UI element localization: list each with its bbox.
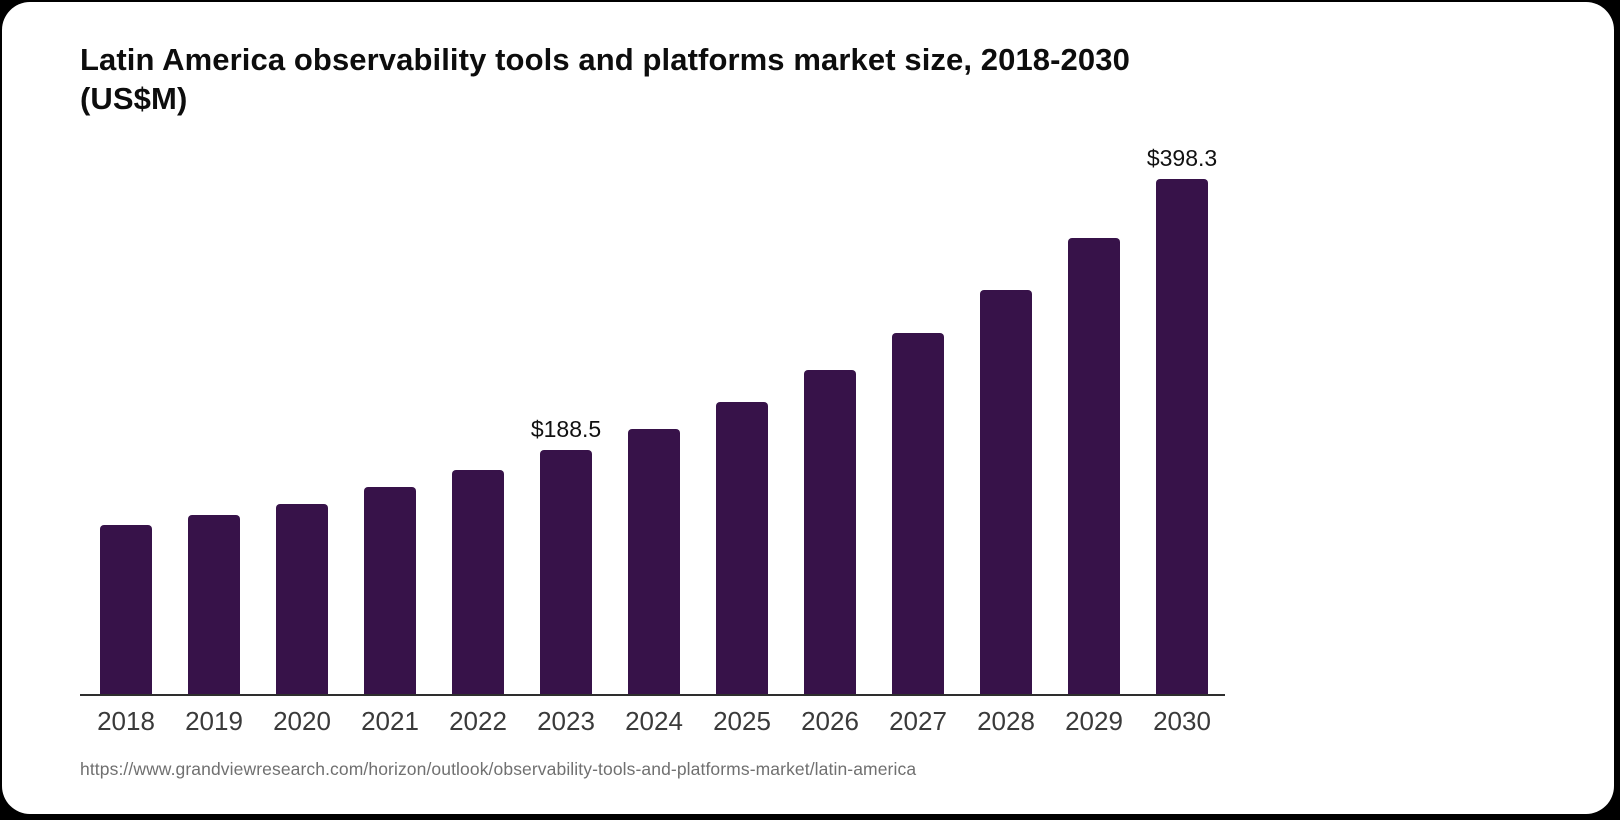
bar-2024 [628, 429, 680, 694]
bar-2028 [980, 290, 1032, 694]
x-tick-2019: 2019 [185, 706, 243, 736]
x-tick-2027: 2027 [889, 706, 947, 736]
x-tick-2018: 2018 [97, 706, 155, 736]
x-tick-2025: 2025 [713, 706, 771, 736]
x-tick-2021: 2021 [361, 706, 419, 736]
bar-2023 [540, 450, 592, 694]
bar-2021 [364, 487, 416, 694]
bar-2025 [716, 402, 768, 694]
bar-2026 [804, 370, 856, 694]
bar-column-2023: $188.5 [531, 416, 601, 694]
bar-column-2020 [276, 504, 328, 694]
value-label-2030: $398.3 [1146, 145, 1218, 171]
x-tick-2026: 2026 [801, 706, 859, 736]
bar-column-2024 [628, 429, 680, 694]
chart-content: Latin America observability tools and pl… [2, 2, 1614, 780]
value-label-2023: $188.5 [530, 416, 602, 442]
bar-column-2018 [100, 525, 152, 694]
bar-column-2019 [188, 515, 240, 694]
bar-column-2022 [452, 470, 504, 694]
x-tick-2028: 2028 [977, 706, 1035, 736]
bar-2020 [276, 504, 328, 694]
plot-area: $188.5 $398.3 [80, 140, 1225, 696]
bar-2022 [452, 470, 504, 694]
bar-column-2021 [364, 487, 416, 694]
bar-2029 [1068, 238, 1120, 694]
x-tick-2024: 2024 [625, 706, 683, 736]
bar-column-2030: $398.3 [1147, 145, 1217, 694]
x-tick-2030: 2030 [1153, 706, 1211, 736]
bar-2030 [1156, 179, 1208, 694]
x-tick-2020: 2020 [273, 706, 331, 736]
bar-column-2025 [716, 402, 768, 694]
x-tick-2029: 2029 [1065, 706, 1123, 736]
bar-column-2029 [1068, 238, 1120, 694]
bar-column-2026 [804, 370, 856, 694]
bar-chart: $188.5 $398.3 2018 2019 2020 2021 2022 2023 202… [80, 140, 1225, 737]
bar-column-2028 [980, 290, 1032, 694]
x-axis-labels: 2018 2019 2020 2021 2022 2023 2024 2025 2026 2027… [80, 706, 1245, 737]
x-tick-2023: 2023 [537, 706, 595, 736]
source-url: https://www.grandviewresearch.com/horizo… [80, 759, 917, 779]
bar-column-2027 [892, 333, 944, 694]
bar-2027 [892, 333, 944, 694]
bar-2019 [188, 515, 240, 694]
chart-title: Latin America observability tools and pl… [80, 42, 1130, 116]
x-tick-2022: 2022 [449, 706, 507, 736]
bar-2018 [100, 525, 152, 694]
